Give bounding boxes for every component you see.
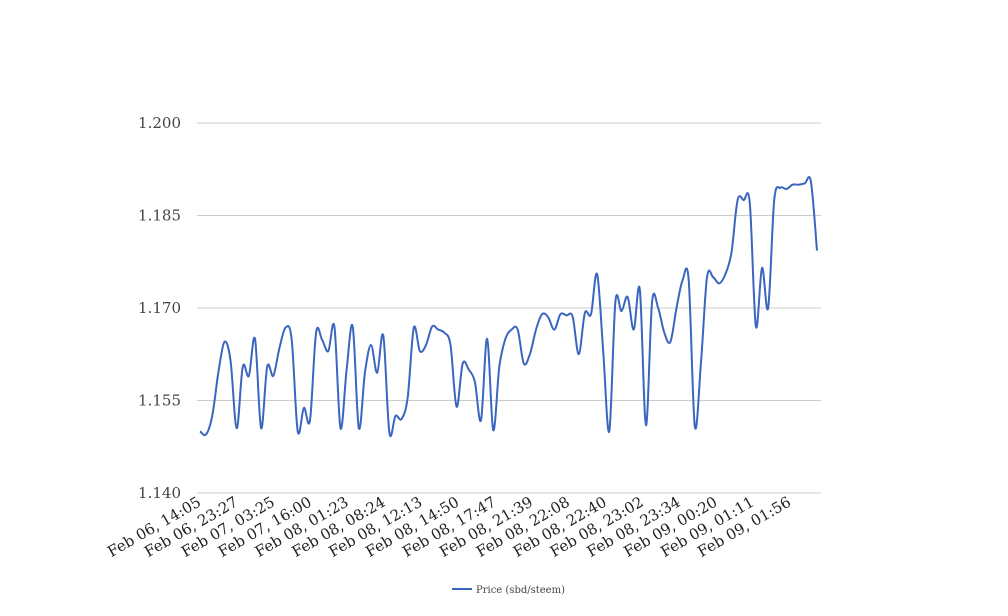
series-layer	[199, 176, 818, 437]
y-tick-label: 1.155	[138, 392, 181, 410]
gridlines	[197, 122, 821, 494]
y-tick-label: 1.170	[138, 299, 181, 317]
legend-label: Price (sbd/steem)	[476, 585, 565, 596]
y-tick-label: 1.185	[138, 207, 181, 225]
y-axis-ticks: 1.140 1.155 1.170 1.185 1.200	[138, 114, 181, 502]
y-tick-label: 1.200	[138, 114, 181, 132]
series-line-price	[199, 176, 818, 437]
y-tick-label: 1.140	[138, 484, 181, 502]
legend[interactable]: Price (sbd/steem)	[452, 585, 565, 596]
